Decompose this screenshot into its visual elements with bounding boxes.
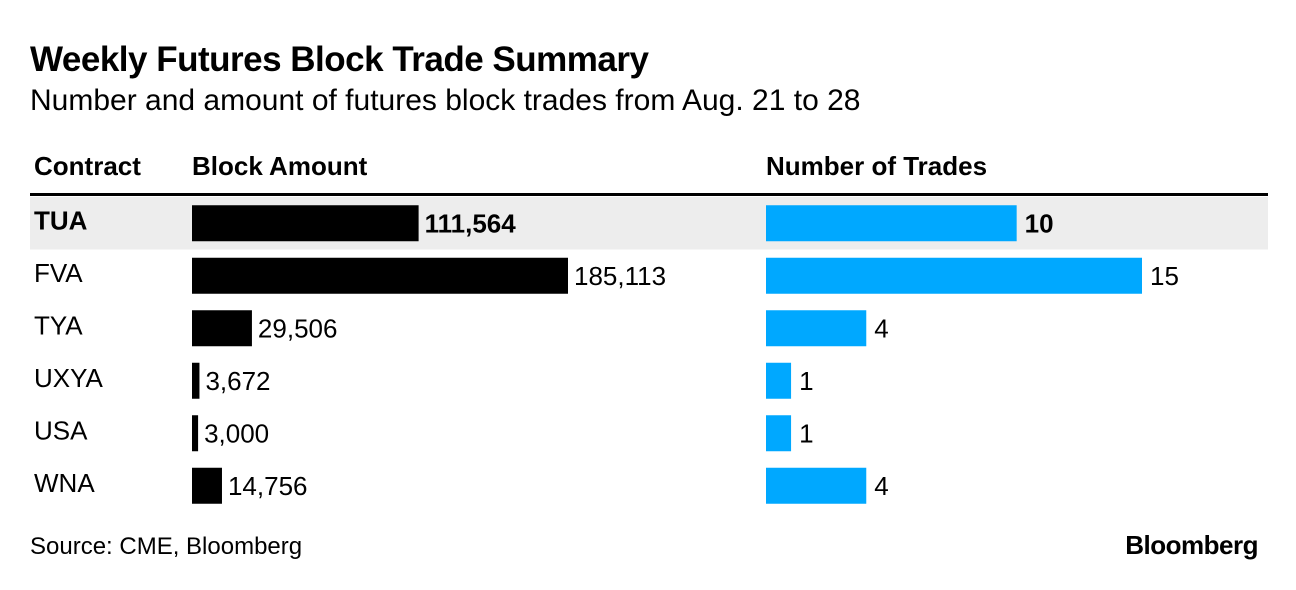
number-of-trades-value: 1 (799, 418, 813, 448)
number-of-trades-bar (766, 205, 1017, 242)
number-of-trades-value: 4 (874, 471, 888, 501)
block-amount-value: 3,000 (204, 418, 269, 448)
number-of-trades-bar (766, 257, 1142, 294)
block-amount-value: 29,506 (258, 313, 338, 343)
number-of-trades-bar (766, 310, 867, 347)
number-of-trades-bar (766, 467, 867, 504)
number-of-trades-value: 15 (1150, 261, 1179, 291)
block-amount-value: 185,113 (574, 261, 666, 291)
contract-label: USA (34, 415, 88, 445)
block-amount-bar (192, 415, 199, 452)
column-header-contract: Contract (34, 151, 141, 181)
block-amount-value: 111,564 (425, 208, 517, 238)
table-rows: TUA 111,564 10 FVA 185,113 15 TYA 29,506 4 UXYA 3,… (30, 197, 1268, 504)
column-header-block-amount: Block Amount (192, 151, 368, 181)
block-amount-bar (192, 467, 222, 504)
contract-label: UXYA (34, 363, 104, 393)
bloomberg-logo: Bloomberg (1125, 530, 1258, 560)
block-amount-bar (192, 310, 252, 347)
header-rule (30, 193, 1268, 196)
contract-label: FVA (34, 258, 83, 288)
block-amount-value: 3,672 (205, 366, 270, 396)
number-of-trades-bar (766, 415, 792, 452)
number-of-trades-value: 1 (799, 366, 813, 396)
number-of-trades-bar (766, 362, 792, 399)
number-of-trades-value: 4 (874, 313, 888, 343)
chart-title: Weekly Futures Block Trade Summary (30, 40, 649, 79)
block-amount-bar (192, 257, 568, 294)
contract-label: WNA (34, 468, 95, 498)
block-amount-bar (192, 205, 419, 242)
contract-label: TYA (34, 310, 83, 340)
chart-subtitle: Number and amount of futures block trade… (30, 84, 861, 117)
source-note: Source: CME, Bloomberg (30, 533, 303, 560)
contract-label: TUA (34, 205, 88, 235)
column-header-number-of-trades: Number of Trades (766, 151, 987, 181)
number-of-trades-value: 10 (1025, 208, 1054, 238)
block-amount-value: 14,756 (228, 471, 308, 501)
block-amount-bar (192, 362, 200, 399)
